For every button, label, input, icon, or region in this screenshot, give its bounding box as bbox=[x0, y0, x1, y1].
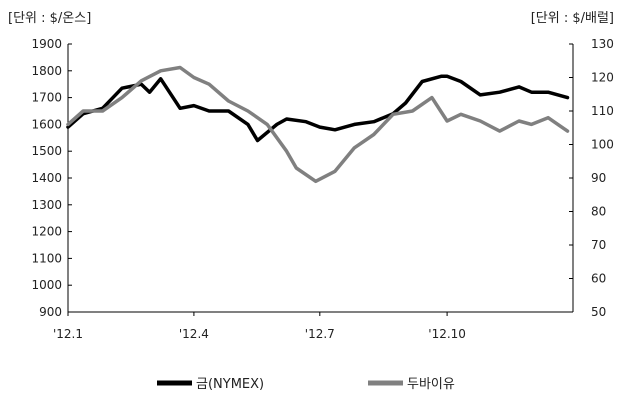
series-layer bbox=[66, 65, 570, 184]
left-axis-tick-label: 1000 bbox=[31, 278, 62, 292]
right-axis-tick-label: 70 bbox=[591, 238, 606, 252]
left-axis-tick-label: 1300 bbox=[31, 198, 62, 212]
x-axis-tick-label: '12.10 bbox=[428, 327, 466, 341]
legend: 금(NYMEX) 두바이유 bbox=[157, 377, 455, 392]
x-axis-tick-label: '12.7 bbox=[305, 327, 335, 341]
left-axis-tick-label: 1200 bbox=[31, 225, 62, 239]
right-axis-tick-label: 130 bbox=[591, 37, 614, 51]
left-axis-tick-label: 1900 bbox=[31, 37, 62, 51]
right-axis-tick-label: 90 bbox=[591, 171, 606, 185]
right-axis-tick-label: 50 bbox=[591, 305, 606, 319]
right-axis-tick-label: 110 bbox=[591, 104, 614, 118]
x-axis-tick-label: '12.1 bbox=[53, 327, 83, 341]
left-axis-tick-label: 1700 bbox=[31, 91, 62, 105]
left-axis-tick-label: 1500 bbox=[31, 144, 62, 158]
right-axis-tick-label: 60 bbox=[591, 272, 606, 286]
legend-label-dubai: 두바이유 bbox=[407, 377, 455, 392]
left-axis-ticks: 900 1000 1100 1200 1300 1400 1500 1600 1700 1800 1… bbox=[31, 37, 72, 319]
left-axis-tick-label: 1400 bbox=[31, 171, 62, 185]
left-axis-tick-label: 1800 bbox=[31, 64, 62, 78]
legend-label-gold: 금(NYMEX) bbox=[196, 377, 264, 392]
series-line-gold bbox=[66, 74, 570, 143]
x-axis-ticks: '12.1 '12.4 '12.7 '12.10 bbox=[53, 312, 466, 341]
right-axis-tick-label: 100 bbox=[591, 138, 614, 152]
right-axis-tick-label: 120 bbox=[591, 71, 614, 85]
right-axis-ticks: 50 60 70 80 90 100 110 120 130 bbox=[569, 37, 614, 319]
series-line-dubai bbox=[66, 65, 570, 184]
left-axis-tick-label: 1100 bbox=[31, 251, 62, 265]
left-axis-tick-label: 900 bbox=[39, 305, 62, 319]
right-axis-unit-label: [단위 : $/배럴] bbox=[531, 11, 614, 26]
x-axis-tick-label: '12.4 bbox=[179, 327, 209, 341]
left-axis-unit-label: [단위 : $/온스] bbox=[8, 11, 91, 26]
right-axis-tick-label: 80 bbox=[591, 205, 606, 219]
left-axis-tick-label: 1600 bbox=[31, 117, 62, 131]
